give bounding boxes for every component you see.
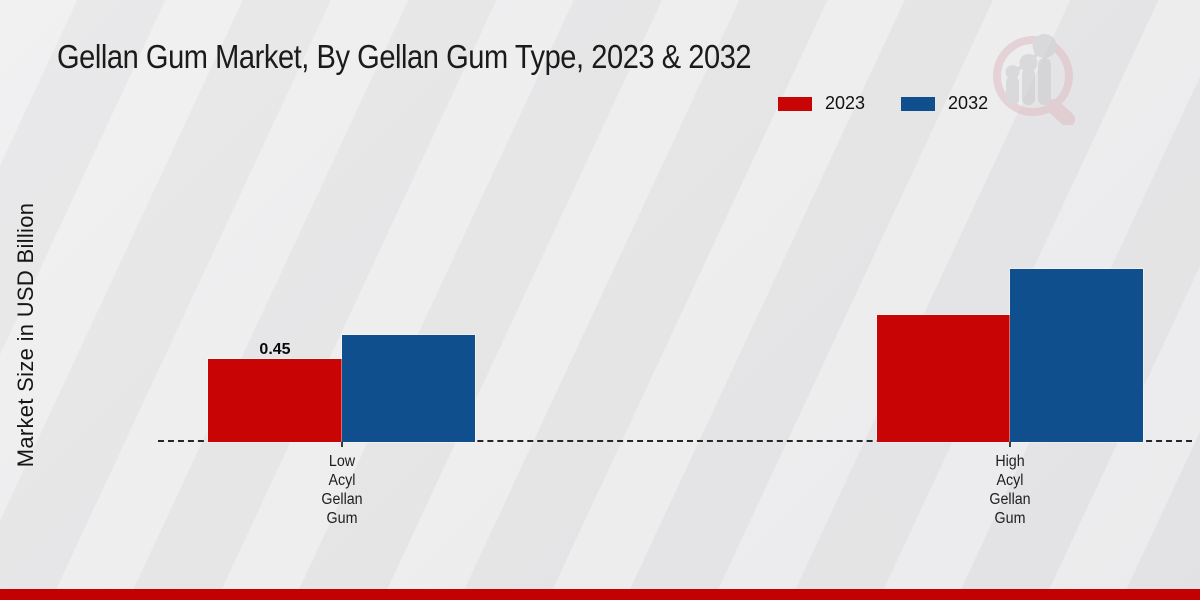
legend-item-2023: 2023 bbox=[778, 93, 865, 114]
legend: 2023 2032 bbox=[778, 93, 988, 114]
category-label-low-acyl: Low Acyl Gellan Gum bbox=[321, 453, 363, 527]
magnifier-circle-icon bbox=[993, 36, 1073, 116]
legend-item-2032: 2032 bbox=[901, 93, 988, 114]
legend-swatch-2032 bbox=[901, 96, 936, 111]
magnifier-handle-icon bbox=[1046, 99, 1076, 125]
bar-2023-low-acyl bbox=[208, 359, 342, 442]
legend-label-2032: 2032 bbox=[948, 93, 989, 113]
axis-tick-low-acyl bbox=[341, 442, 343, 447]
growth-bars-icon bbox=[1005, 34, 1057, 105]
legend-swatch-2023 bbox=[778, 96, 812, 111]
x-axis-baseline bbox=[158, 440, 1192, 442]
legend-label-2023: 2023 bbox=[825, 93, 866, 113]
chart-title: Gellan Gum Market, By Gellan Gum Type, 2… bbox=[57, 38, 752, 75]
footer-accent-band bbox=[0, 589, 1200, 600]
bar-2032-low-acyl bbox=[342, 335, 475, 442]
bar-2023-high-acyl bbox=[877, 315, 1010, 442]
axis-tick-high-acyl bbox=[1009, 442, 1011, 447]
market-research-logo-watermark bbox=[993, 34, 1076, 125]
bar-2032-high-acyl bbox=[1010, 269, 1143, 442]
category-label-high-acyl: High Acyl Gellan Gum bbox=[989, 453, 1031, 527]
value-label-2023-low-acyl: 0.45 bbox=[259, 341, 291, 358]
y-axis-label: Market Size in USD Billion bbox=[13, 202, 38, 468]
